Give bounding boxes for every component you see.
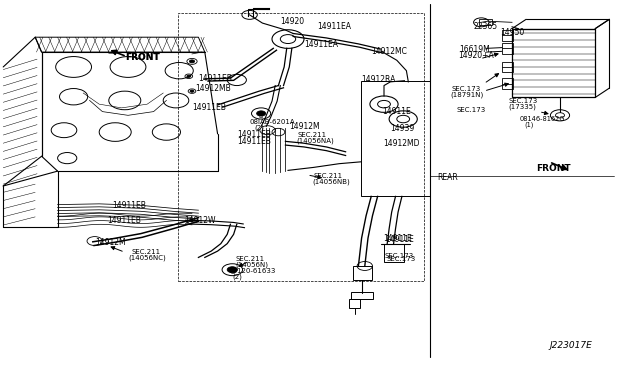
Text: FRONT: FRONT — [536, 164, 571, 173]
Text: (14056N): (14056N) — [236, 261, 269, 268]
Bar — [512, 29, 595, 97]
Text: 14911E: 14911E — [383, 234, 412, 243]
Bar — [384, 244, 404, 262]
Text: 14920+A: 14920+A — [458, 51, 494, 60]
Text: 08IAB-6201A: 08IAB-6201A — [250, 119, 295, 125]
Text: SEC.173: SEC.173 — [509, 98, 538, 104]
Text: 14912MC: 14912MC — [371, 47, 407, 56]
Text: (17335): (17335) — [509, 104, 537, 110]
Text: 14911EA: 14911EA — [317, 22, 351, 31]
Text: SEC.211: SEC.211 — [314, 173, 343, 179]
Bar — [502, 62, 513, 72]
Text: 22365: 22365 — [474, 22, 498, 31]
Circle shape — [227, 267, 237, 273]
Text: FRONT: FRONT — [125, 53, 159, 62]
Circle shape — [257, 111, 266, 116]
Bar — [351, 292, 373, 299]
Text: 14911EB: 14911EB — [192, 103, 226, 112]
Text: 14912W: 14912W — [184, 216, 216, 225]
Text: SEC.173: SEC.173 — [452, 86, 481, 92]
Circle shape — [189, 60, 195, 63]
Text: 14911E: 14911E — [385, 235, 414, 244]
Text: 14912RA: 14912RA — [362, 76, 396, 84]
Text: 14920: 14920 — [280, 17, 305, 26]
Bar — [178, 13, 424, 281]
Circle shape — [187, 75, 191, 77]
Text: 14912M: 14912M — [95, 238, 125, 247]
Text: J223017E: J223017E — [549, 341, 592, 350]
Text: REAR: REAR — [437, 173, 458, 182]
Bar — [349, 299, 360, 308]
Text: (14056NA): (14056NA) — [296, 137, 334, 144]
Circle shape — [190, 90, 194, 92]
Text: 14911EB: 14911EB — [112, 201, 146, 210]
Text: 14911E: 14911E — [382, 107, 411, 116]
Text: SEC.211: SEC.211 — [236, 256, 265, 262]
Text: 08146-8162G: 08146-8162G — [520, 116, 565, 122]
Text: 14912MD: 14912MD — [383, 139, 419, 148]
Text: (14056NB): (14056NB) — [312, 178, 350, 185]
Text: 16619M: 16619M — [460, 45, 490, 54]
Text: SEC.211: SEC.211 — [298, 132, 327, 138]
Text: SEC.173: SEC.173 — [387, 256, 416, 262]
Text: Ⓡ: Ⓡ — [259, 110, 263, 117]
Text: (2): (2) — [232, 273, 242, 280]
Text: 08120-61633: 08120-61633 — [228, 268, 276, 274]
Text: FRONT: FRONT — [125, 53, 159, 62]
Text: 14911EB: 14911EB — [108, 216, 141, 225]
Text: 14912MB: 14912MB — [195, 84, 231, 93]
Text: 14911EB: 14911EB — [198, 74, 232, 83]
Text: (14056NC): (14056NC) — [128, 255, 166, 262]
Text: 14911EB: 14911EB — [237, 130, 271, 139]
Bar — [353, 266, 372, 280]
Text: SEC.211: SEC.211 — [131, 249, 161, 255]
Bar — [502, 43, 513, 54]
Text: SEC.173: SEC.173 — [385, 253, 414, 259]
Text: (18791N): (18791N) — [451, 91, 484, 98]
Bar — [502, 78, 513, 89]
Bar — [502, 30, 513, 41]
Text: 14939: 14939 — [390, 124, 415, 133]
Bar — [361, 81, 430, 196]
Text: (2): (2) — [254, 124, 264, 131]
Text: SEC.173: SEC.173 — [457, 107, 486, 113]
Text: (1): (1) — [525, 122, 534, 128]
Text: 14911EB: 14911EB — [237, 137, 271, 146]
Text: 14912M: 14912M — [289, 122, 320, 131]
Bar — [479, 19, 492, 25]
Text: Ⓡ: Ⓡ — [230, 266, 234, 273]
Text: 14950: 14950 — [500, 28, 525, 37]
Text: 14911EA: 14911EA — [304, 40, 338, 49]
